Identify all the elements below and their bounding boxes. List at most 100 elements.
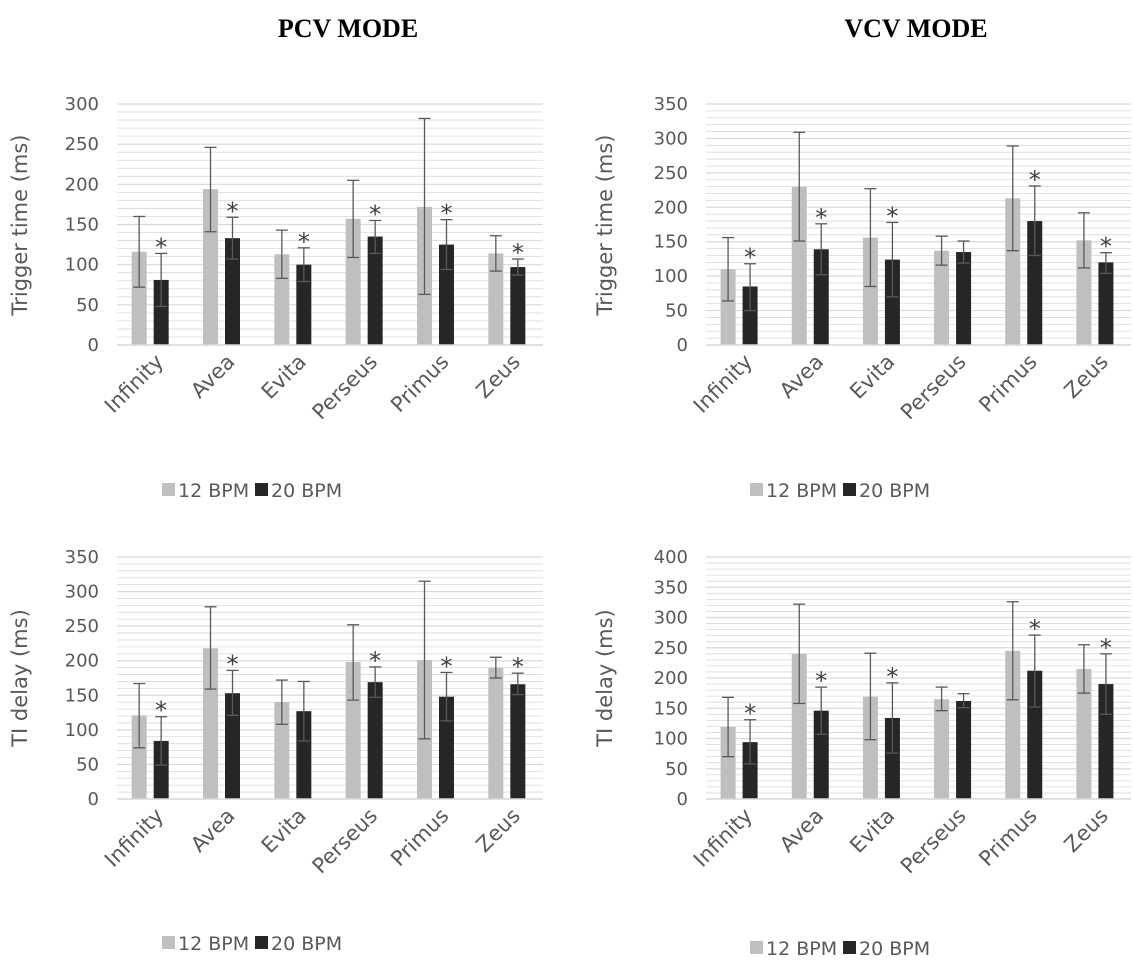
y-tick-label: 50	[76, 295, 99, 316]
bar	[720, 727, 736, 799]
bar	[367, 682, 383, 799]
legend-label: 20 BPM	[271, 480, 342, 502]
x-category-label: Evita	[257, 350, 311, 404]
legend: 12 BPM 20 BPM	[162, 933, 342, 955]
bar	[153, 279, 169, 345]
x-category-label: Primus	[974, 804, 1042, 872]
significance-marker: *	[227, 197, 239, 225]
legend: 12 BPM 20 BPM	[750, 480, 930, 502]
y-tick-label: 300	[654, 608, 688, 629]
bar	[225, 693, 240, 799]
bar	[813, 249, 829, 345]
significance-marker: *	[1100, 634, 1112, 662]
y-tick-label: 50	[665, 301, 688, 322]
bar	[884, 259, 900, 345]
pcv-delay-chart: 0 50 100 150 200 250 300 350 TI delay (ms) * Infin…	[8, 547, 543, 955]
legend-swatch	[162, 936, 175, 949]
y-tick-label: 400	[654, 547, 688, 568]
significance-marker: *	[1029, 615, 1041, 643]
bar	[934, 699, 950, 799]
bar	[813, 710, 829, 799]
y-tick-label: 200	[654, 668, 688, 689]
bar	[153, 740, 169, 799]
y-tick-label: 350	[65, 547, 99, 568]
legend: 12 BPM 20 BPM	[750, 938, 930, 960]
y-tick-label: 0	[88, 335, 99, 356]
bar	[884, 717, 900, 799]
bar	[862, 237, 878, 345]
y-tick-label: 150	[65, 685, 99, 706]
bar	[791, 653, 807, 799]
legend-swatch	[843, 483, 856, 496]
x-category-label: Evita	[257, 804, 311, 858]
significance-marker: *	[1100, 233, 1112, 261]
y-axis-label: Trigger time (ms)	[8, 134, 32, 316]
legend: 12 BPM 20 BPM	[162, 480, 342, 502]
y-tick-label: 300	[654, 128, 688, 149]
y-tick-label: 300	[65, 94, 99, 115]
y-tick-label: 250	[654, 163, 688, 184]
x-category-label: Avea	[775, 350, 828, 403]
legend-label: 12 BPM	[178, 933, 249, 955]
y-tick-label: 0	[677, 789, 688, 810]
x-category-label: Primus	[974, 350, 1042, 418]
legend-swatch	[255, 483, 268, 496]
y-tick-label: 50	[76, 754, 99, 775]
bar	[488, 253, 504, 345]
legend-label: 20 BPM	[859, 938, 930, 960]
significance-marker: *	[441, 200, 453, 228]
bar	[1076, 668, 1092, 799]
bar	[1098, 684, 1114, 799]
bar	[742, 286, 758, 345]
y-tick-label: 150	[654, 232, 688, 253]
bar	[720, 269, 736, 345]
significance-marker: *	[369, 647, 381, 675]
bar	[439, 696, 454, 799]
bar	[791, 186, 807, 345]
x-category-label: Infinity	[689, 804, 757, 872]
vcv-mode-title: VCV MODE	[844, 14, 988, 43]
bar	[296, 711, 312, 799]
y-axis-label: Trigger time (ms)	[593, 134, 617, 316]
x-category-label: Infinity	[100, 350, 168, 418]
legend-label: 20 BPM	[271, 933, 342, 955]
x-category-label: Zeus	[471, 350, 524, 403]
bar	[956, 700, 972, 799]
x-category-label: Perseus	[896, 804, 971, 879]
bar	[1098, 262, 1114, 345]
y-tick-label: 200	[65, 651, 99, 672]
x-category-label: Zeus	[471, 804, 524, 857]
significance-marker: *	[512, 653, 524, 681]
x-category-label: Infinity	[689, 350, 757, 418]
y-tick-label: 350	[654, 577, 688, 598]
legend-swatch	[255, 936, 268, 949]
x-category-label: Primus	[386, 350, 454, 418]
bar	[956, 252, 972, 345]
bar	[274, 702, 290, 799]
bar	[225, 238, 240, 345]
y-tick-label: 100	[654, 266, 688, 287]
significance-marker: *	[441, 652, 453, 680]
significance-marker: *	[886, 202, 898, 230]
pcv-trigger-chart: 0 50 100 150 200 250 300 Trigger time (ms) * Infi…	[8, 94, 543, 502]
bar	[488, 667, 504, 799]
bar	[131, 715, 147, 799]
y-axis-label: TI delay (ms)	[8, 609, 32, 748]
y-tick-label: 250	[654, 638, 688, 659]
significance-marker: *	[815, 204, 827, 232]
x-category-label: Avea	[775, 804, 828, 857]
bar	[510, 267, 526, 345]
y-tick-label: 100	[65, 720, 99, 741]
bar	[1027, 221, 1043, 345]
x-category-label: Primus	[386, 804, 454, 872]
bar	[862, 696, 878, 799]
y-tick-label: 100	[654, 729, 688, 750]
bar	[131, 251, 147, 345]
x-category-label: Perseus	[308, 350, 383, 425]
pcv-mode-title: PCV MODE	[277, 14, 419, 43]
bar	[1027, 670, 1043, 799]
bar	[367, 236, 383, 345]
bar	[742, 742, 758, 799]
y-tick-label: 0	[88, 789, 99, 810]
